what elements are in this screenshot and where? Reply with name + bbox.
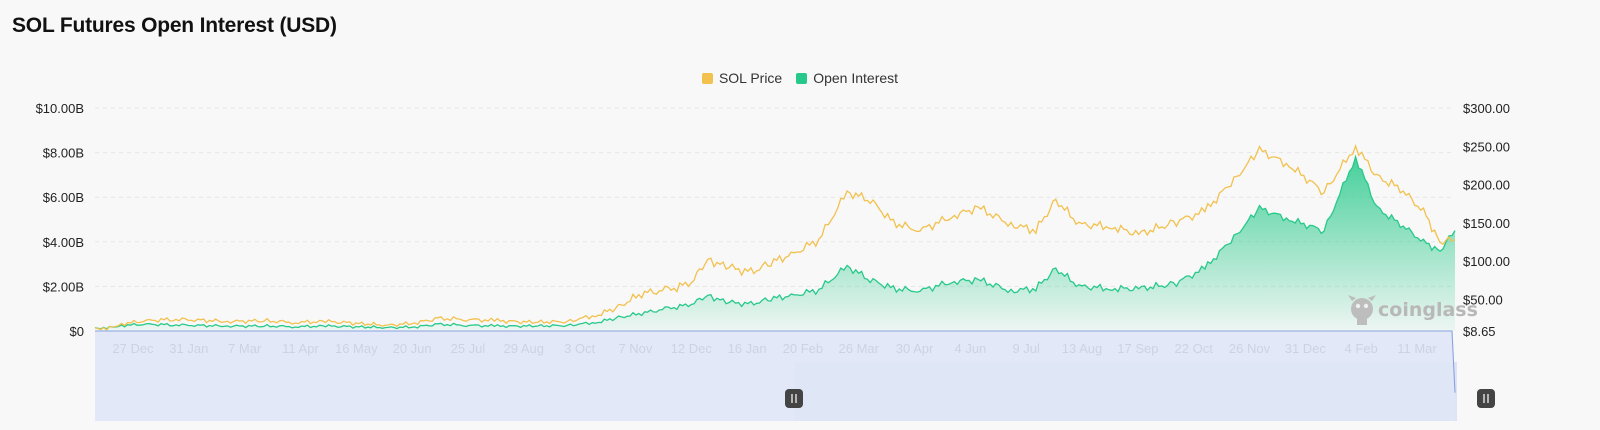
sol-price-line [94, 144, 1456, 331]
y-left-tick-label: $0 [70, 324, 84, 339]
y-right-tick-label: $100.00 [1463, 254, 1510, 269]
chart-legend: SOL Price Open Interest [0, 70, 1600, 86]
y-right-tick-label: $250.00 [1463, 139, 1510, 154]
open-interest-area [95, 156, 1455, 331]
legend-label-sol-price: SOL Price [718, 70, 783, 86]
watermark-text: coinglass [1378, 299, 1478, 321]
legend-swatch-sol-price [701, 72, 713, 84]
y-axis-right: $300.00 $250.00 $200.00 $150.00 $100.00 $50.0… [1463, 101, 1510, 339]
range-navigator[interactable] [95, 330, 1495, 421]
coinglass-logo-icon [1348, 295, 1376, 325]
plot-area [94, 144, 1456, 331]
legend-item-open-interest[interactable]: Open Interest [796, 70, 898, 86]
y-right-tick-label: $50.00 [1463, 292, 1503, 307]
navigator-line [95, 330, 1456, 393]
legend-item-sol-price[interactable]: SOL Price [701, 70, 783, 86]
y-right-tick-label: $300.00 [1463, 101, 1510, 116]
y-right-tick-label: $8.65 [1463, 324, 1496, 339]
y-left-tick-label: $10.00B [36, 101, 84, 116]
navigator-handle-left[interactable] [785, 389, 803, 408]
navigator-handle-right-body [1477, 389, 1495, 408]
y-left-tick-label: $6.00B [43, 190, 84, 205]
y-right-tick-label: $200.00 [1463, 178, 1510, 193]
coinglass-watermark: coinglass [1348, 295, 1478, 325]
navigator-area [95, 331, 1455, 421]
open-interest-line [94, 154, 1456, 330]
navigator-handle-right[interactable] [1477, 389, 1495, 408]
navigator-handle-left-body [785, 389, 803, 408]
y-left-tick-label: $4.00B [43, 235, 84, 250]
y-axis-left: $10.00B $8.00B $6.00B $4.00B $2.00B $0 [36, 101, 84, 339]
chart-title: SOL Futures Open Interest (USD) [12, 14, 337, 37]
legend-swatch-open-interest [796, 72, 808, 84]
y-left-tick-label: $8.00B [43, 146, 84, 161]
y-right-tick-label: $150.00 [1463, 216, 1510, 231]
y-left-tick-label: $2.00B [43, 279, 84, 294]
legend-label-open-interest: Open Interest [813, 70, 899, 86]
